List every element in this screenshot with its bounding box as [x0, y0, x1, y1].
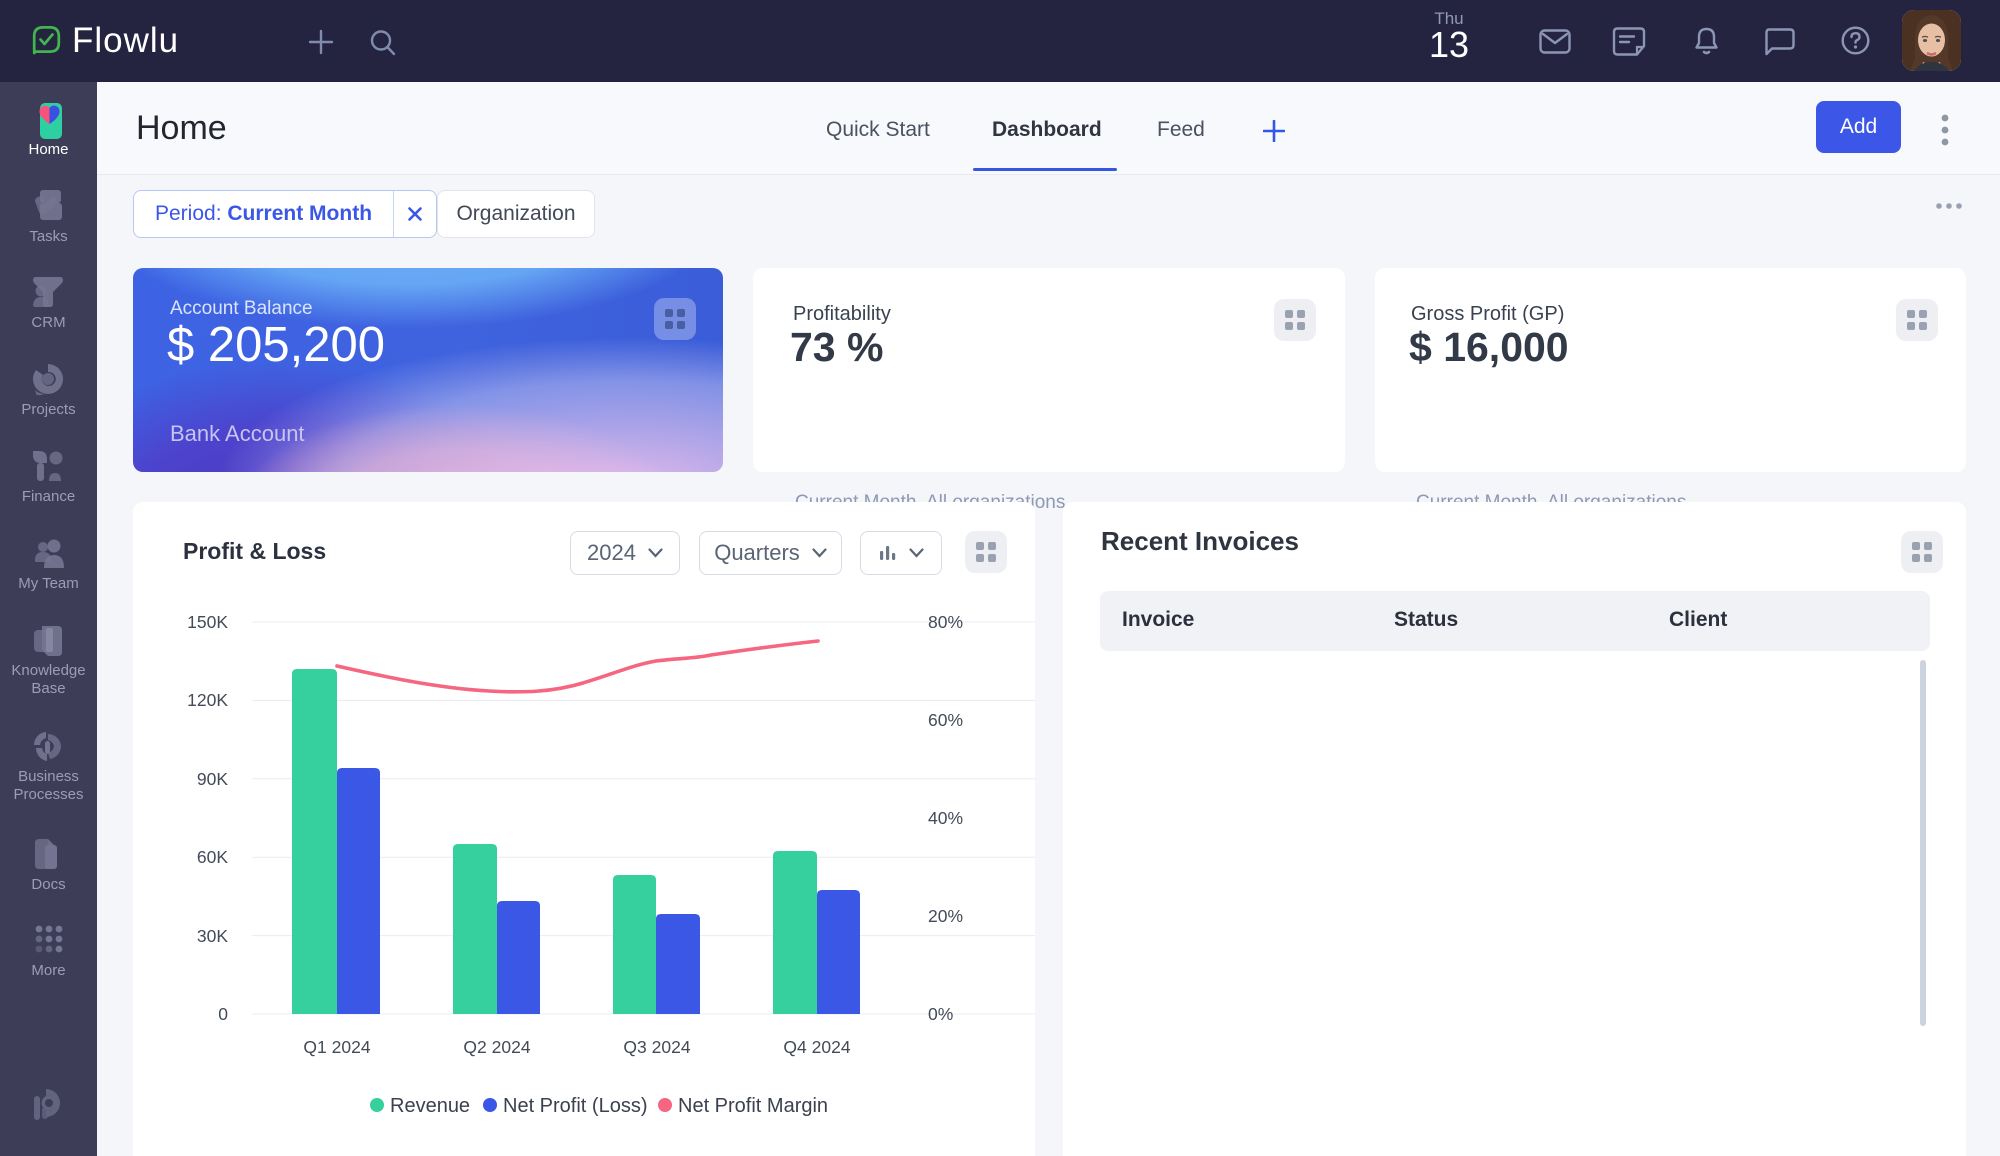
svg-text:60%: 60%: [928, 710, 963, 730]
svg-text:Net Profit (Loss): Net Profit (Loss): [503, 1095, 647, 1117]
svg-text:Q2 2024: Q2 2024: [463, 1037, 530, 1057]
svg-text:Q3 2024: Q3 2024: [623, 1037, 690, 1057]
svg-text:80%: 80%: [928, 612, 963, 632]
svg-text:150K: 150K: [187, 612, 228, 632]
svg-text:30K: 30K: [197, 926, 228, 946]
svg-text:90K: 90K: [197, 769, 228, 789]
svg-text:40%: 40%: [928, 808, 963, 828]
svg-text:120K: 120K: [187, 690, 228, 710]
svg-text:0%: 0%: [928, 1004, 953, 1024]
svg-text:Net Profit Margin: Net Profit Margin: [678, 1095, 828, 1117]
svg-text:Q1 2024: Q1 2024: [303, 1037, 370, 1057]
svg-text:Q4 2024: Q4 2024: [783, 1037, 850, 1057]
svg-text:20%: 20%: [928, 906, 963, 926]
svg-text:Revenue: Revenue: [390, 1095, 470, 1117]
svg-text:60K: 60K: [197, 847, 228, 867]
svg-text:0: 0: [218, 1004, 228, 1024]
